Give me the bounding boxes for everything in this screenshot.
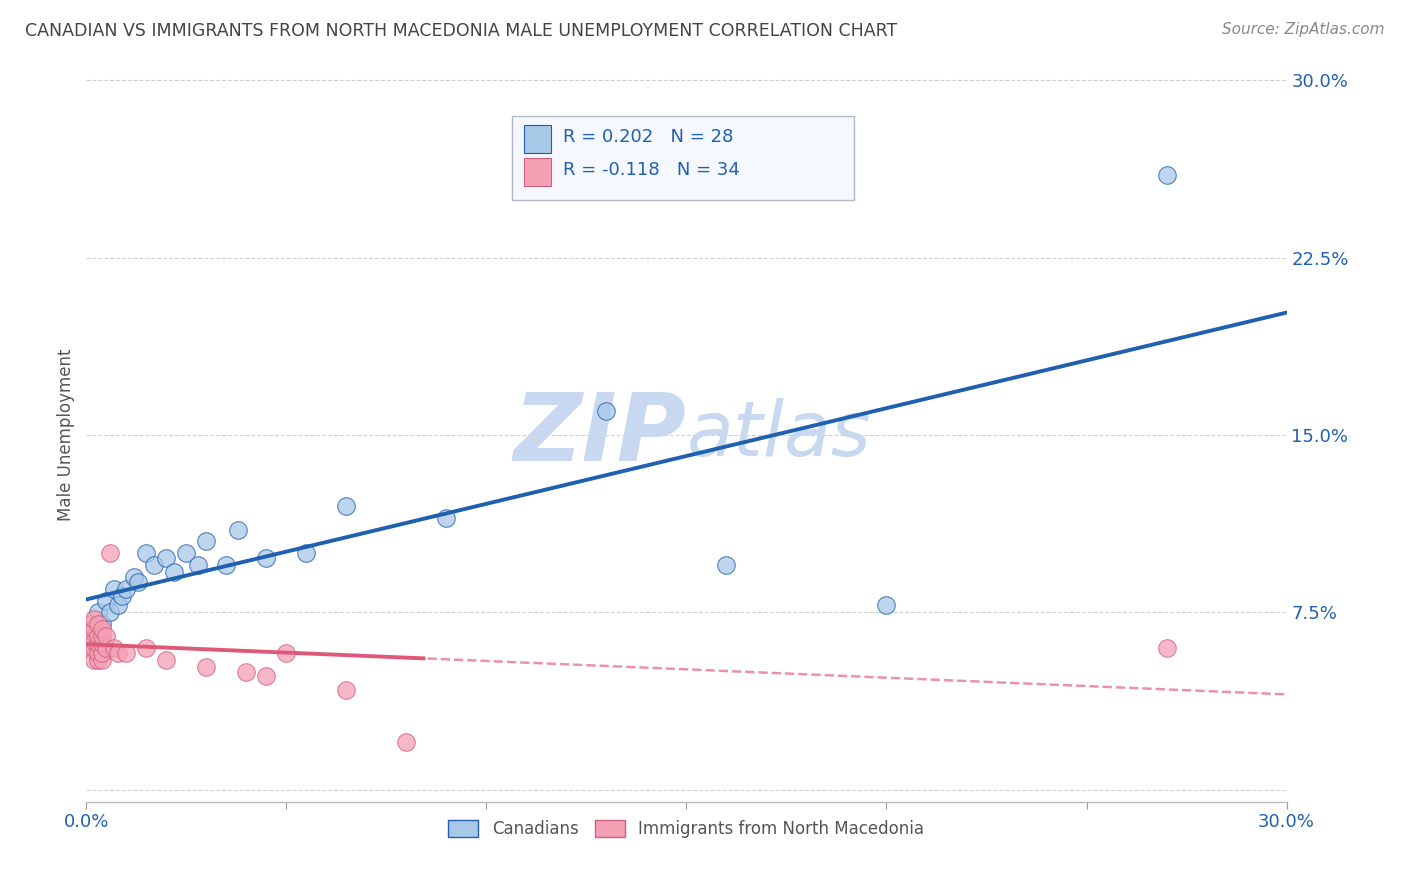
Point (103, 640, 125, 655)
Point (716, 558, 738, 573)
Point (98, 546, 121, 560)
Point (87, 653, 110, 667)
Point (91, 653, 114, 667)
Point (96, 640, 118, 655)
Point (91, 622, 114, 636)
Point (111, 589, 134, 603)
Point (155, 653, 177, 667)
Point (434, 511, 457, 525)
Point (135, 640, 157, 655)
Point (87, 646, 110, 660)
Point (83, 653, 105, 667)
Point (195, 660, 218, 674)
FancyBboxPatch shape (512, 116, 855, 201)
Point (91, 629, 114, 643)
Point (79, 624, 101, 639)
Text: atlas: atlas (686, 398, 870, 472)
Text: CANADIAN VS IMMIGRANTS FROM NORTH MACEDONIA MALE UNEMPLOYMENT CORRELATION CHART: CANADIAN VS IMMIGRANTS FROM NORTH MACEDO… (25, 22, 897, 40)
Point (163, 565, 186, 579)
Point (83, 612, 105, 626)
Point (83, 629, 105, 643)
Point (124, 570, 146, 584)
Y-axis label: Male Unemployment: Male Unemployment (58, 349, 75, 521)
Point (103, 582, 125, 596)
Point (235, 665, 257, 679)
Point (83, 622, 105, 636)
Point (98, 606, 121, 620)
Bar (524, 125, 551, 153)
Point (155, 551, 177, 566)
Point (1156, 640, 1178, 655)
Point (87, 617, 110, 632)
Point (87, 606, 110, 620)
Text: R = 0.202   N = 28: R = 0.202 N = 28 (562, 128, 733, 145)
Point (1156, 168, 1178, 182)
Point (79, 640, 101, 655)
Point (115, 646, 138, 660)
Point (135, 546, 157, 560)
Bar (524, 158, 551, 186)
Point (83, 633, 105, 648)
Point (335, 683, 357, 698)
Point (107, 599, 129, 613)
Point (87, 636, 110, 650)
Point (276, 646, 298, 660)
Point (195, 534, 218, 549)
Point (96, 629, 118, 643)
Point (96, 593, 118, 607)
Point (91, 617, 114, 632)
Point (176, 546, 198, 560)
Point (254, 669, 277, 683)
Point (127, 574, 149, 589)
Point (295, 546, 318, 560)
Point (254, 551, 277, 566)
Point (395, 735, 418, 749)
Point (143, 558, 166, 573)
Point (83, 640, 105, 655)
Point (228, 523, 250, 537)
Point (91, 646, 114, 660)
Text: ZIP: ZIP (513, 389, 686, 481)
Point (335, 499, 357, 513)
Point (107, 646, 129, 660)
Text: Source: ZipAtlas.com: Source: ZipAtlas.com (1222, 22, 1385, 37)
Point (91, 636, 114, 650)
Point (595, 404, 617, 418)
Point (187, 558, 209, 573)
Point (215, 558, 238, 573)
Point (79, 633, 101, 648)
Text: R = -0.118   N = 34: R = -0.118 N = 34 (562, 161, 740, 179)
Point (876, 599, 898, 613)
Legend: Canadians, Immigrants from North Macedonia: Canadians, Immigrants from North Macedon… (441, 813, 931, 845)
Point (87, 629, 110, 643)
Point (79, 617, 101, 632)
Point (115, 582, 138, 596)
